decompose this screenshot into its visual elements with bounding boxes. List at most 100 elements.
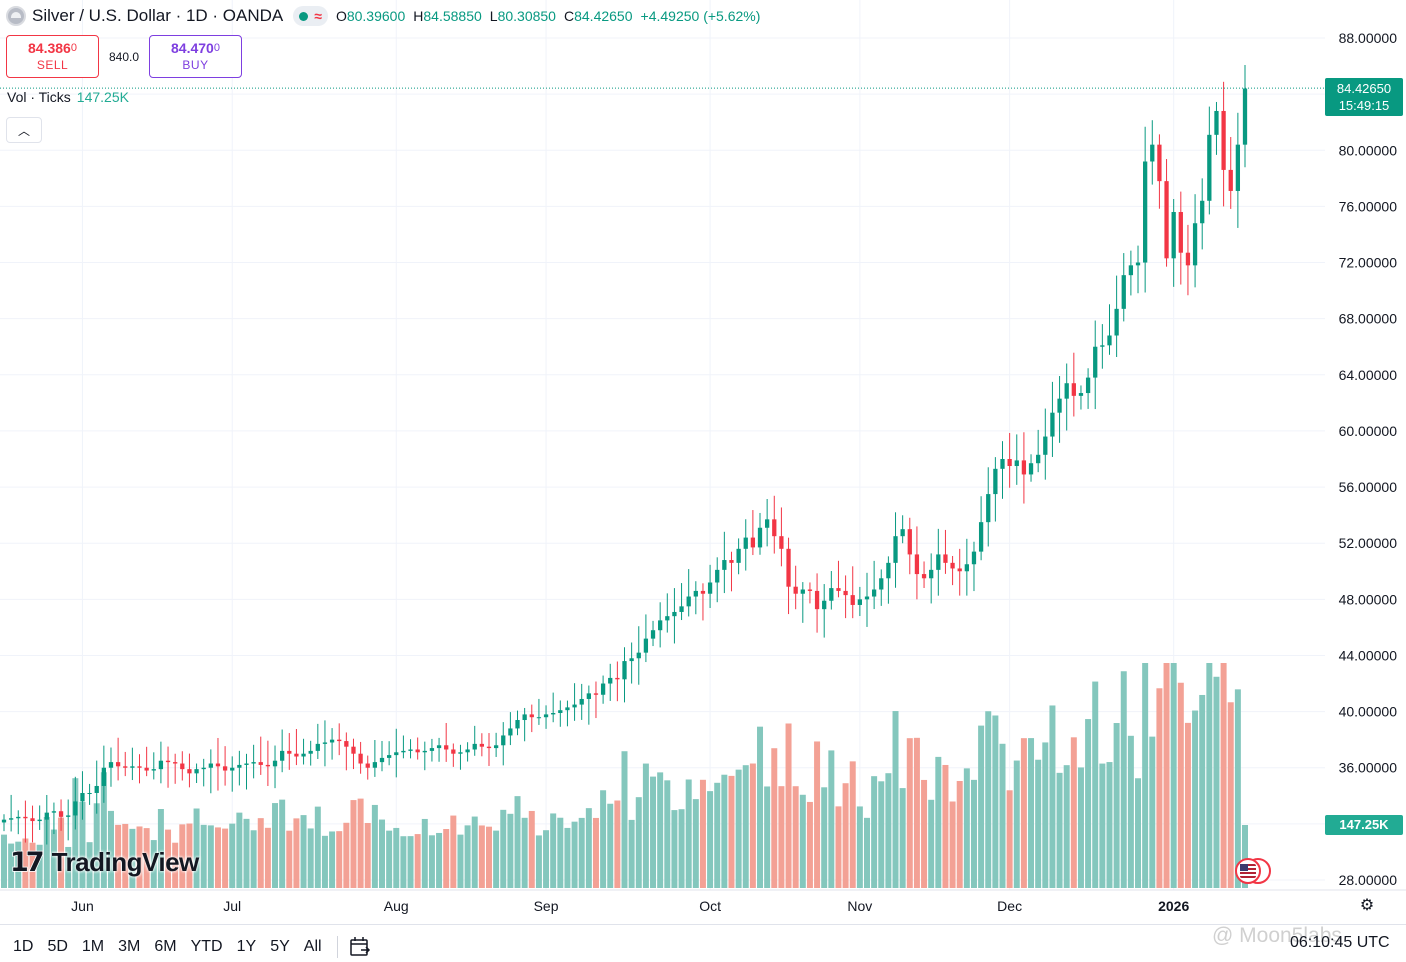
volume-bar xyxy=(443,828,450,888)
buy-price: 84.470 xyxy=(171,39,214,56)
candle-body xyxy=(444,745,449,750)
volume-bar xyxy=(949,801,956,888)
candle-body xyxy=(722,560,727,570)
volume-bar xyxy=(179,824,186,888)
candle-body xyxy=(700,590,706,594)
date-range-selector: 1D 5D 1M 3M 6M YTD 1Y 5Y All xyxy=(6,935,372,959)
range-1y-button[interactable]: 1Y xyxy=(236,938,257,955)
candle-body xyxy=(1157,144,1162,182)
candle-body xyxy=(786,548,791,587)
candle-body xyxy=(1093,346,1098,378)
candle-body xyxy=(615,677,620,680)
volume-bar xyxy=(86,842,93,888)
volume-bar xyxy=(350,800,357,888)
candle-body xyxy=(693,590,698,597)
volume-bar xyxy=(657,772,664,888)
volume-bar xyxy=(863,817,870,888)
candle-body xyxy=(101,767,106,786)
range-all-button[interactable]: All xyxy=(303,938,322,955)
price-axis-tick-label: 72.00000 xyxy=(1339,255,1398,271)
silver-symbol-icon[interactable] xyxy=(6,6,26,26)
volume-bar xyxy=(906,738,913,888)
candle-body xyxy=(1164,181,1169,259)
candle-body xyxy=(1214,110,1219,135)
candle-body xyxy=(522,714,527,721)
candle-body xyxy=(1014,460,1019,467)
range-3m-button[interactable]: 3M xyxy=(118,938,141,955)
market-status-pill[interactable]: ≈ xyxy=(293,6,328,26)
range-6m-button[interactable]: 6M xyxy=(154,938,177,955)
sell-button[interactable]: 84.3860 SELL xyxy=(6,35,99,78)
sell-label: SELL xyxy=(36,57,69,72)
collapse-legend-button[interactable]: ︿ xyxy=(6,117,42,143)
candle-body xyxy=(886,562,891,579)
candle-body xyxy=(793,586,798,594)
time-axis-label: Aug xyxy=(384,898,409,914)
volume-bar xyxy=(528,810,535,888)
price-axis-tick-label: 68.00000 xyxy=(1339,311,1398,327)
range-5y-button[interactable]: 5Y xyxy=(270,938,290,955)
range-ytd-button[interactable]: YTD xyxy=(190,938,223,955)
candle-body xyxy=(301,753,306,757)
candle-body xyxy=(1242,88,1248,145)
candle-body xyxy=(394,752,399,756)
volume-bar xyxy=(521,817,528,888)
volume-bar xyxy=(507,813,514,888)
candle-body xyxy=(51,811,57,813)
range-5d-button[interactable]: 5D xyxy=(47,938,68,955)
volume-bar xyxy=(478,825,485,888)
candle-body xyxy=(272,760,278,767)
time-axis-label: Oct xyxy=(699,898,721,914)
candle-body xyxy=(429,748,435,751)
candle-body xyxy=(572,704,577,708)
candlestick-series xyxy=(1,64,1248,845)
price-axis-tick-label: 76.00000 xyxy=(1339,198,1398,214)
volume-bar xyxy=(956,780,963,888)
range-1m-button[interactable]: 1M xyxy=(81,938,105,955)
candle-body xyxy=(686,596,691,607)
candle-body xyxy=(807,589,813,591)
time-axis-label: Jul xyxy=(223,898,241,914)
chart-settings-gear-icon[interactable]: ⚙ xyxy=(1359,897,1375,914)
candle-body xyxy=(1,819,7,823)
volume-bar xyxy=(1006,790,1013,888)
volume-bar xyxy=(678,809,685,888)
candle-body xyxy=(486,746,492,749)
tradingview-logo[interactable]: 17 TradingView xyxy=(9,846,199,879)
candle-body xyxy=(401,750,406,753)
buy-button[interactable]: 84.4700 BUY xyxy=(149,35,242,78)
volume-legend[interactable]: Vol · Ticks 147.25K xyxy=(7,89,129,105)
range-1d-button[interactable]: 1D xyxy=(13,938,34,955)
go-to-date-calendar-icon[interactable] xyxy=(348,935,372,959)
price-axis-tick-label: 80.00000 xyxy=(1339,142,1398,158)
volume-bar xyxy=(892,711,899,888)
volume-bar xyxy=(150,840,157,888)
bottom-toolbar xyxy=(0,924,1406,962)
symbol-title[interactable]: Silver / U.S. Dollar · 1D · OANDA xyxy=(32,6,284,25)
us-flag-events-icon[interactable] xyxy=(1232,857,1274,885)
volume-bar xyxy=(300,815,307,888)
candle-body xyxy=(679,606,684,612)
volume-bar xyxy=(699,779,706,888)
price-axis-tick-label: 88.00000 xyxy=(1339,30,1398,46)
candle-body xyxy=(280,750,285,761)
volume-bar xyxy=(264,827,271,888)
candle-body xyxy=(16,816,21,819)
candle-body xyxy=(315,743,320,751)
volume-bar xyxy=(928,799,935,888)
volume-bar xyxy=(1163,663,1170,888)
volume-bar xyxy=(500,809,507,888)
volume-bar xyxy=(1156,688,1163,888)
candle-body xyxy=(1064,383,1069,399)
high-value: 84.58850 xyxy=(423,8,482,24)
candle-body xyxy=(743,537,748,549)
volume-bar xyxy=(1056,772,1063,888)
volume-bar xyxy=(978,725,985,888)
volume-bar xyxy=(1077,767,1084,888)
volume-bar xyxy=(635,797,642,888)
candle-body xyxy=(1000,459,1005,469)
volume-bar xyxy=(428,835,435,888)
utc-clock[interactable]: 06:10:45 UTC xyxy=(1290,934,1390,951)
volume-bar xyxy=(970,779,977,888)
price-chart[interactable]: 88.0000084.0000080.0000076.0000072.00000… xyxy=(0,0,1406,924)
